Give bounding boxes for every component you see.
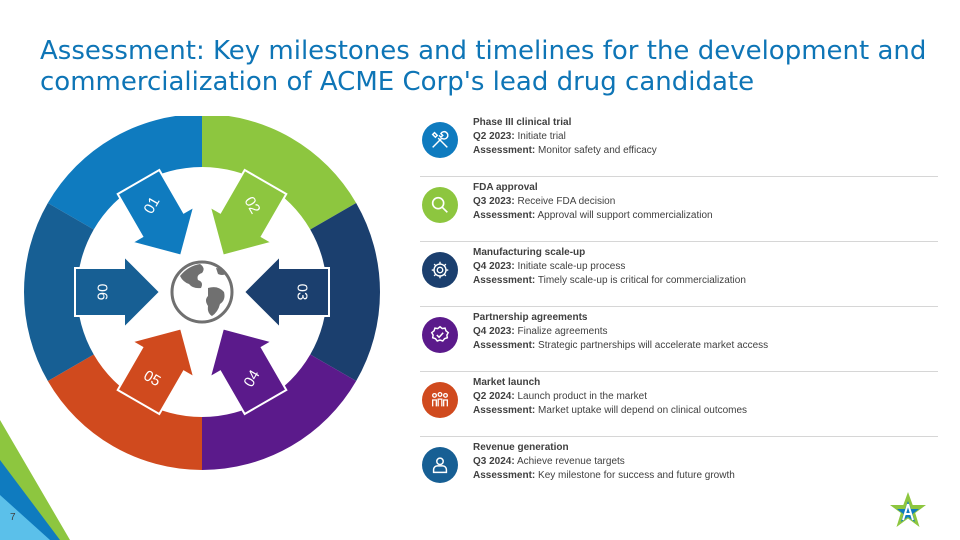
segment-03-ring bbox=[310, 203, 380, 381]
milestone-assessment: Market uptake will depend on clinical ou… bbox=[538, 405, 748, 416]
milestone-item: FDA approval Q3 2023: Receive FDA decisi… bbox=[420, 177, 938, 242]
segment-01: 01 bbox=[47, 116, 202, 257]
segment-04-ring bbox=[202, 354, 357, 470]
milestone-period: Q2 2024: bbox=[473, 391, 515, 402]
segment-04-number: 04 bbox=[240, 367, 263, 390]
milestone-assessment: Strategic partnerships will accelerate m… bbox=[538, 340, 769, 351]
milestone-heading: Revenue generation bbox=[473, 442, 569, 453]
milestone-assessment: Monitor safety and efficacy bbox=[538, 145, 657, 156]
milestone-action: Receive FDA decision bbox=[517, 196, 616, 207]
team-icon bbox=[422, 382, 458, 418]
assessment-label: Assessment: bbox=[473, 145, 536, 156]
page-number: 7 bbox=[10, 512, 16, 523]
globe-icon bbox=[170, 260, 234, 324]
milestone-period: Q3 2024: bbox=[473, 456, 515, 467]
assessment-label: Assessment: bbox=[473, 340, 536, 351]
milestone-item: Market launch Q2 2024: Launch product in… bbox=[420, 372, 938, 437]
milestone-period: Q3 2023: bbox=[473, 196, 515, 207]
milestone-period: Q4 2023: bbox=[473, 326, 515, 337]
milestone-heading: Phase III clinical trial bbox=[473, 117, 572, 128]
milestone-action: Finalize agreements bbox=[517, 326, 608, 337]
segment-06-ring bbox=[23, 203, 94, 381]
milestone-assessment: Approval will support commercialization bbox=[537, 210, 713, 221]
milestone-list: Phase III clinical trial Q2 2023: Initia… bbox=[420, 112, 938, 501]
milestone-period: Q4 2023: bbox=[473, 261, 515, 272]
segment-03: 03 bbox=[242, 203, 380, 381]
slide-title: Assessment: Key milestones and timelines… bbox=[40, 36, 927, 97]
milestone-heading: Manufacturing scale-up bbox=[473, 247, 586, 258]
corner-decoration bbox=[0, 420, 70, 540]
milestone-assessment: Key milestone for success and future gro… bbox=[538, 470, 735, 481]
segment-03-arrow bbox=[242, 253, 330, 331]
segment-02-number: 02 bbox=[240, 194, 263, 217]
segment-02-ring bbox=[202, 116, 357, 230]
milestone-item: Manufacturing scale-up Q4 2023: Initiate… bbox=[420, 242, 938, 307]
assessment-label: Assessment: bbox=[473, 405, 536, 416]
milestone-heading: FDA approval bbox=[473, 182, 538, 193]
milestone-item: Phase III clinical trial Q2 2023: Initia… bbox=[420, 112, 938, 177]
star-logo bbox=[890, 492, 926, 527]
milestone-action: Initiate scale-up process bbox=[517, 261, 626, 272]
segment-01-arrow bbox=[116, 168, 196, 257]
segment-04: 04 bbox=[202, 327, 357, 470]
segment-05: 05 bbox=[47, 327, 203, 470]
milestone-action: Achieve revenue targets bbox=[516, 456, 625, 467]
milestone-action: Initiate trial bbox=[517, 131, 566, 142]
milestone-action: Launch product in the market bbox=[517, 391, 648, 402]
segment-04-arrow bbox=[208, 327, 288, 416]
milestone-heading: Market launch bbox=[473, 377, 541, 388]
segment-05-number: 05 bbox=[141, 367, 164, 390]
milestone-cycle-diagram: 01 02 03 04 05 06 bbox=[23, 116, 380, 470]
segment-05-arrow bbox=[116, 327, 196, 416]
check-badge-icon bbox=[422, 317, 458, 353]
segment-06: 06 bbox=[23, 203, 162, 381]
milestone-item: Partnership agreements Q4 2023: Finalize… bbox=[420, 307, 938, 372]
segment-06-number: 06 bbox=[94, 284, 111, 301]
segment-02: 02 bbox=[202, 116, 357, 257]
tools-icon bbox=[422, 122, 458, 158]
segment-01-ring bbox=[47, 116, 202, 230]
assessment-label: Assessment: bbox=[473, 210, 536, 221]
segment-01-number: 01 bbox=[140, 194, 163, 217]
segment-05-ring bbox=[47, 354, 203, 470]
milestone-item: Revenue generation Q3 2024: Achieve reve… bbox=[420, 437, 938, 501]
person-icon bbox=[422, 447, 458, 483]
milestone-assessment: Timely scale-up is critical for commerci… bbox=[537, 275, 746, 286]
assessment-label: Assessment: bbox=[473, 275, 536, 286]
segment-06-arrow bbox=[74, 253, 162, 331]
milestone-period: Q2 2023: bbox=[473, 131, 515, 142]
gear-icon bbox=[422, 252, 458, 288]
segment-03-number: 03 bbox=[294, 284, 311, 301]
magnifier-icon bbox=[422, 187, 458, 223]
assessment-label: Assessment: bbox=[473, 470, 536, 481]
milestone-heading: Partnership agreements bbox=[473, 312, 588, 323]
segment-02-arrow bbox=[208, 168, 288, 257]
